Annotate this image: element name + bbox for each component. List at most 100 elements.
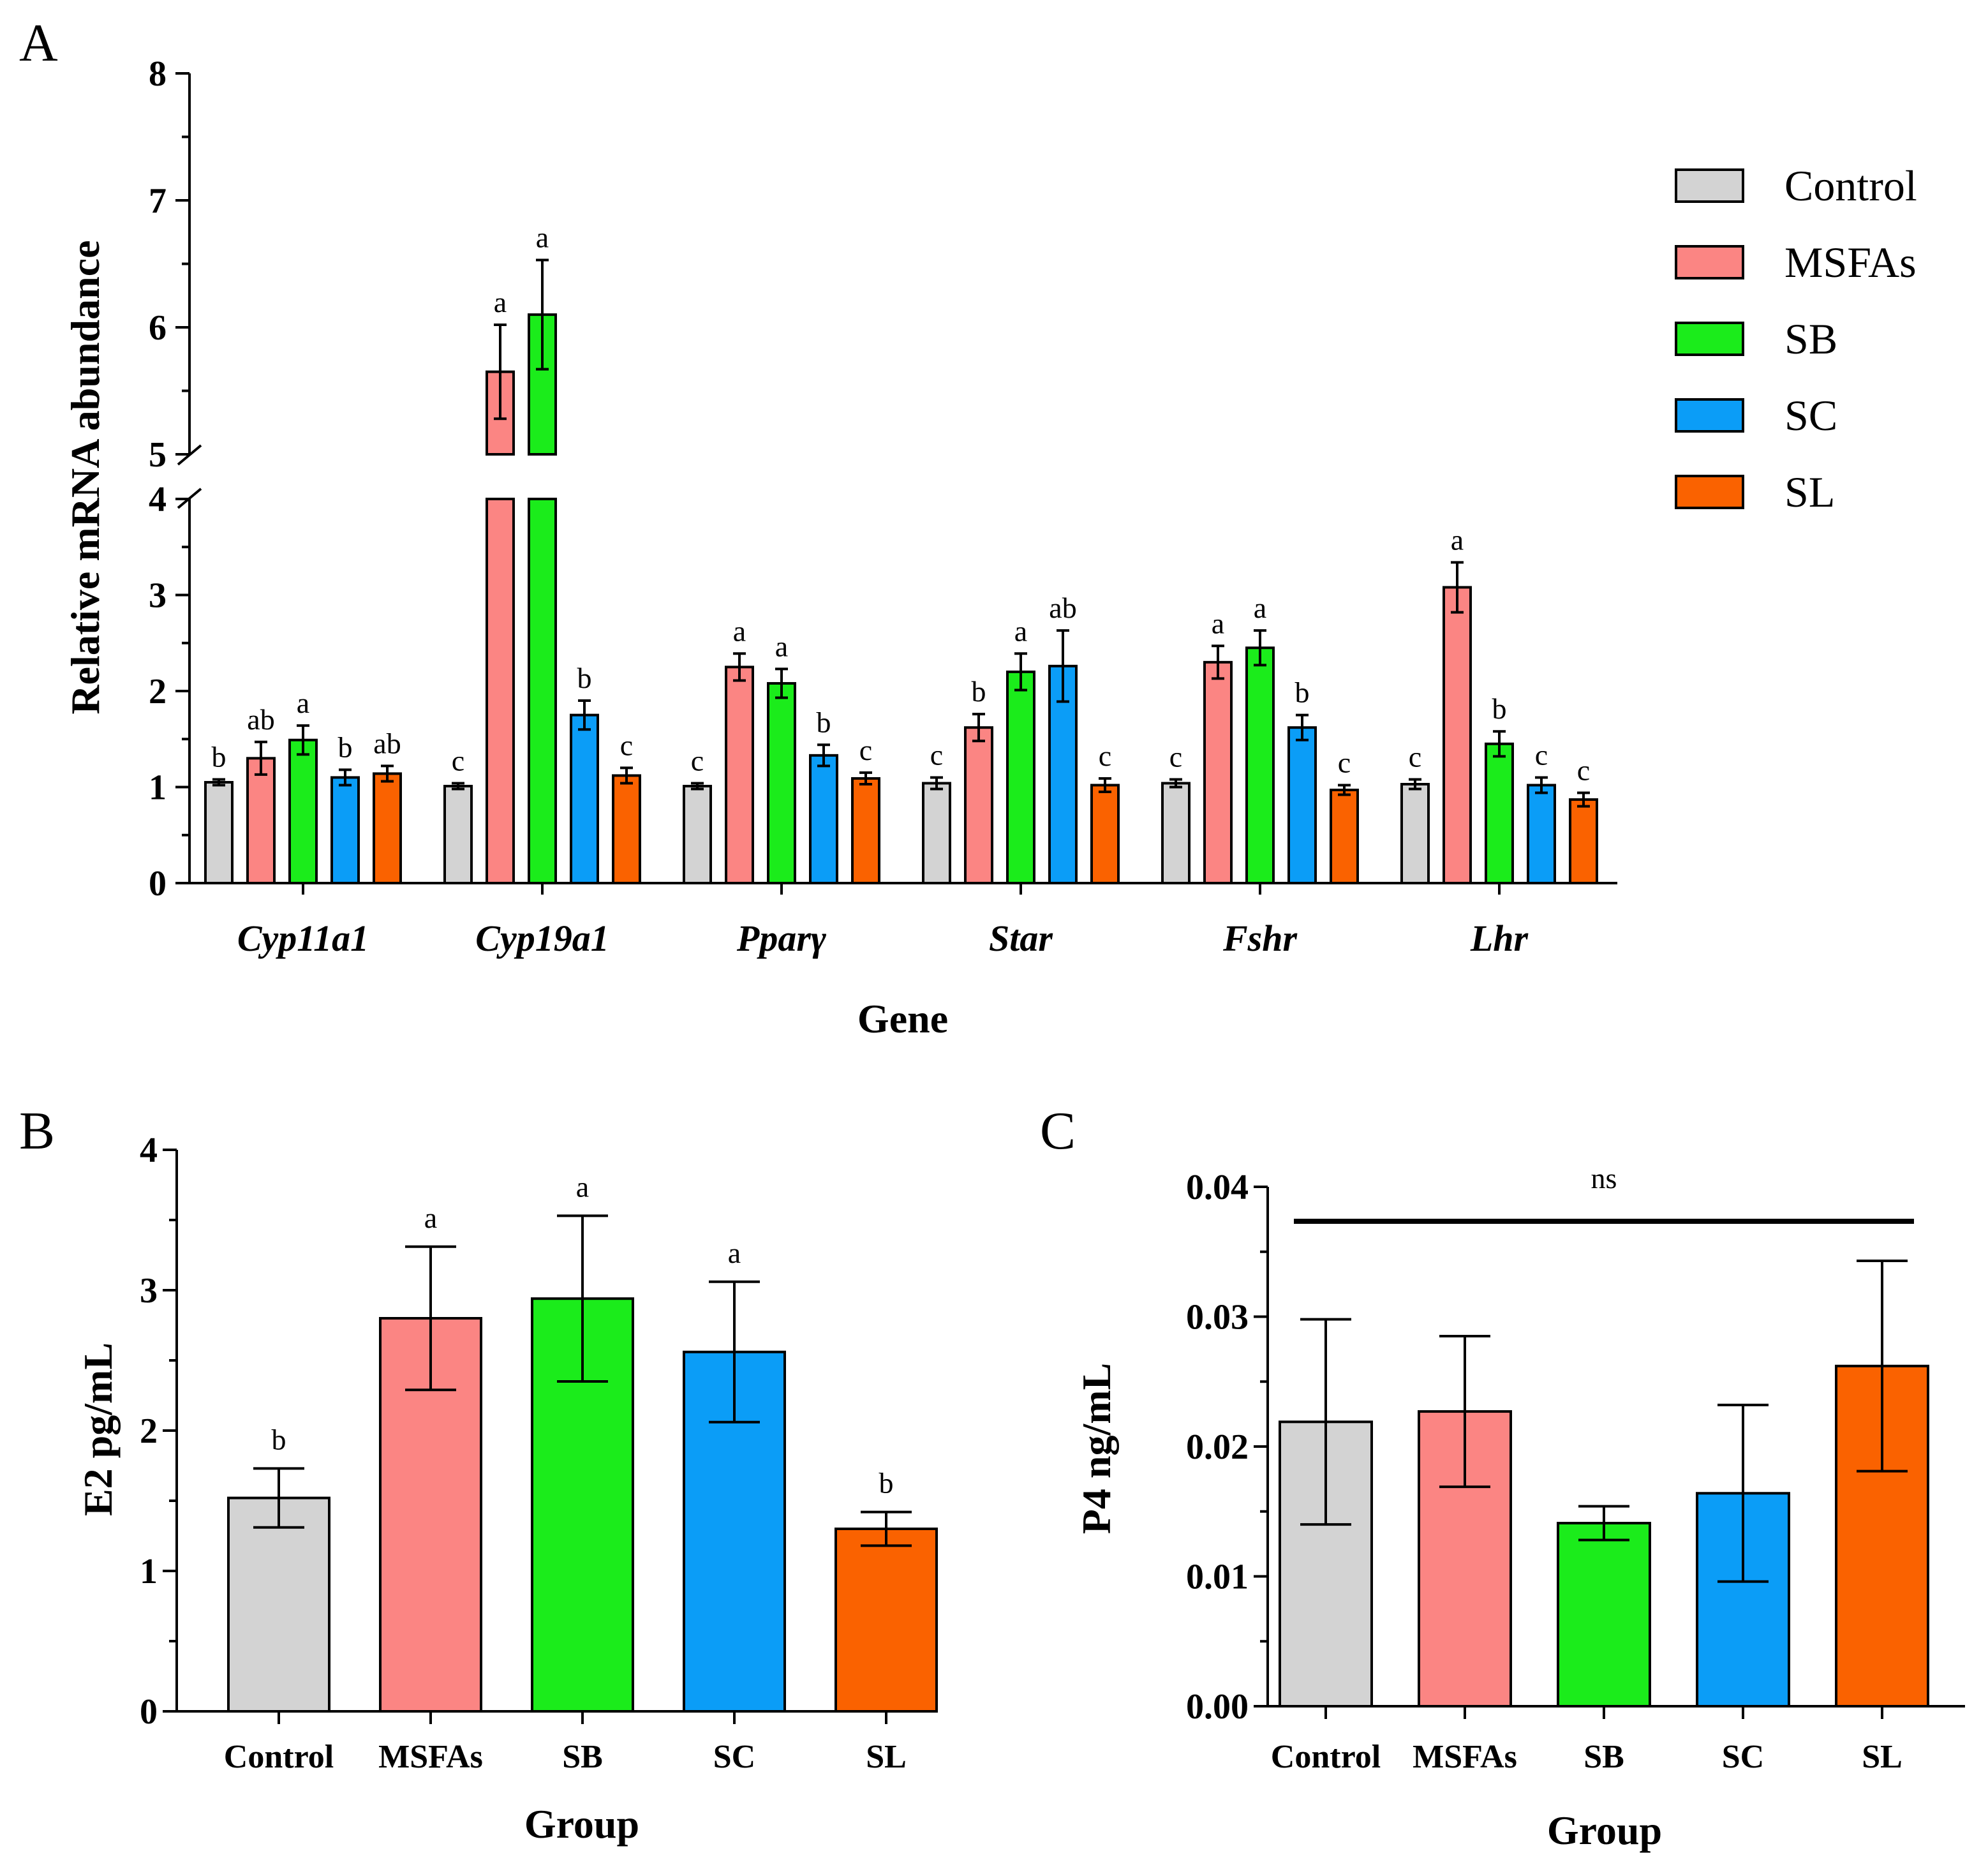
bar-control-cyp11a1 [204,780,234,884]
bar-msfas-cyp11a1 [246,757,276,884]
sig-label-control-cyp19a1: c [452,744,464,777]
panel-c-y-tick-label: 0.00 [1186,1687,1249,1727]
sig-label-msfas-fshr: a [1212,607,1224,639]
bar-sl-cyp11a1 [373,772,402,885]
bar-group-sc-lhr: c [1527,738,1556,884]
bar-group-msfas-lhr: a [1443,523,1472,885]
panel-a-y-tick-label: 7 [149,181,167,221]
panel-a-legend: Control MSFAs SB SC SL [1675,161,1917,516]
panel-c-bar-group-sl [1835,1259,1929,1708]
panel-c-letter: C [1040,1101,1076,1161]
panel-b-bar-control [227,1496,330,1713]
panel-a-y-tick-label: 1 [149,768,167,808]
bar-group-sb-ppar-: a [767,630,796,884]
panel-a-y-tick-label: 4 [149,480,167,519]
sig-label-msfas-ppar-: a [733,614,746,647]
x-label-lhr: Lhr [1470,918,1529,959]
panel-c-bar-group-sb [1557,1505,1651,1707]
bar-sc-ppar- [809,754,838,884]
legend-swatch-sl [1675,475,1744,509]
panel-b-bar-group-sc: a [683,1237,786,1713]
panel-c: C P4 ng/mL Group 0.00 0.01 0.02 0.03 0.04 Con… [1040,1101,1965,1853]
bar-group-sl-cyp11a1: ab [373,727,402,885]
legend-label-sb: SB [1784,315,1837,363]
panel-b-sig-label-sl: b [879,1467,894,1499]
panel-b-x-axis-title: Group [524,1801,639,1847]
bar-sc-cyp11a1 [330,776,360,884]
bar-group-msfas-cyp19a1: a [486,286,515,884]
x-label-ppar-: Pparγ [736,918,827,959]
panel-a-y-tick-label: 8 [149,54,167,94]
bar-group-sb-cyp11a1: a [288,687,318,884]
panel-c-x-axis-title: Group [1547,1808,1662,1853]
panel-a-y-tick-label: 0 [149,864,167,904]
panel-c-y-tick-label: 0.03 [1186,1298,1249,1337]
sig-label-sc-ppar-: b [817,706,831,738]
legend-label-msfas: MSFAs [1784,238,1917,286]
bar-sb-cyp19a1-lower [528,498,557,884]
panel-b-y-tick-label: 0 [140,1692,158,1732]
panel-b-y-tick-label: 3 [140,1271,158,1311]
panel-a-y-tick-label: 6 [149,308,167,348]
bar-group-control-cyp19a1: c [443,744,473,884]
bar-control-star [922,782,951,884]
panel-a-y-axis-title: Relative mRNA abundance [63,240,108,714]
panel-b-sig-label-msfas: a [424,1202,437,1234]
bar-group-sc-cyp19a1: b [570,662,599,884]
bar-sl-fshr [1330,789,1359,885]
bar-control-fshr [1161,782,1191,884]
sig-label-sl-cyp19a1: c [620,729,633,761]
panel-b-y-tick-label: 2 [140,1411,158,1451]
panel-c-y-axis-title: P4 ng/mL [1074,1363,1119,1534]
panel-a-letter: A [19,13,58,73]
bar-msfas-cyp19a1-lower [486,498,515,884]
sig-label-sl-fshr: c [1338,746,1351,778]
panel-b-bar-group-sb: a [531,1170,634,1713]
sig-label-control-lhr: c [1409,740,1421,773]
bar-group-control-ppar-: c [683,744,712,884]
bar-group-msfas-fshr: a [1203,607,1233,884]
panel-b-bars: b a a a b [227,1170,938,1713]
bar-group-sc-star: ab [1048,591,1078,884]
sig-label-sc-lhr: c [1535,738,1548,771]
sig-label-msfas-lhr: a [1451,523,1464,556]
panel-b-sig-label-control: b [272,1423,286,1455]
bar-sl-ppar- [851,777,880,884]
sig-label-sl-lhr: c [1577,754,1590,787]
panel-a-y-tick-label: 2 [149,672,167,711]
sig-label-control-cyp11a1: b [212,740,226,773]
sig-label-sc-star: ab [1049,591,1076,624]
bar-group-sc-fshr: b [1287,676,1317,884]
bar-msfas-ppar- [725,666,754,884]
bar-control-ppar- [683,784,712,884]
legend-swatch-sb [1675,322,1744,356]
bar-control-lhr [1400,782,1430,884]
bar-control-cyp19a1 [443,784,473,884]
panel-b-y-tick-label: 1 [140,1552,158,1591]
sig-label-sc-cyp19a1: b [577,662,592,694]
sig-label-msfas-star: b [972,675,986,708]
bar-sb-star [1006,670,1035,885]
bar-sb-ppar- [767,681,796,884]
bar-group-sc-cyp11a1: b [330,731,360,884]
panel-b-x-label-sl: SL [866,1739,907,1775]
bar-group-sc-ppar-: b [809,706,838,884]
panel-c-x-label-control: Control [1271,1739,1381,1775]
bar-group-sb-fshr: a [1245,591,1275,885]
bar-group-sb-star: a [1006,614,1035,885]
bar-msfas-fshr [1203,660,1233,884]
legend-swatch-sc [1675,398,1744,433]
panel-b-y-axis-title: E2 pg/mL [75,1343,121,1516]
sig-label-sl-ppar-: c [859,734,872,766]
panel-a-y-tick-label: 5 [149,435,167,475]
x-label-cyp19a1: Cyp19a1 [475,918,609,959]
sig-label-sc-cyp11a1: b [338,731,353,763]
sig-label-sb-fshr: a [1254,591,1266,624]
bar-group-sl-lhr: c [1569,754,1598,884]
panel-b: B E2 pg/mL Group 0 1 2 3 4 Control MSFAs SB SC SL… [19,1101,938,1847]
bar-sb-lhr [1485,742,1514,885]
bar-sl-star [1090,784,1120,884]
bar-sc-lhr [1527,784,1556,884]
sig-label-msfas-cyp19a1: a [494,286,507,318]
bar-sl-lhr [1569,798,1598,884]
